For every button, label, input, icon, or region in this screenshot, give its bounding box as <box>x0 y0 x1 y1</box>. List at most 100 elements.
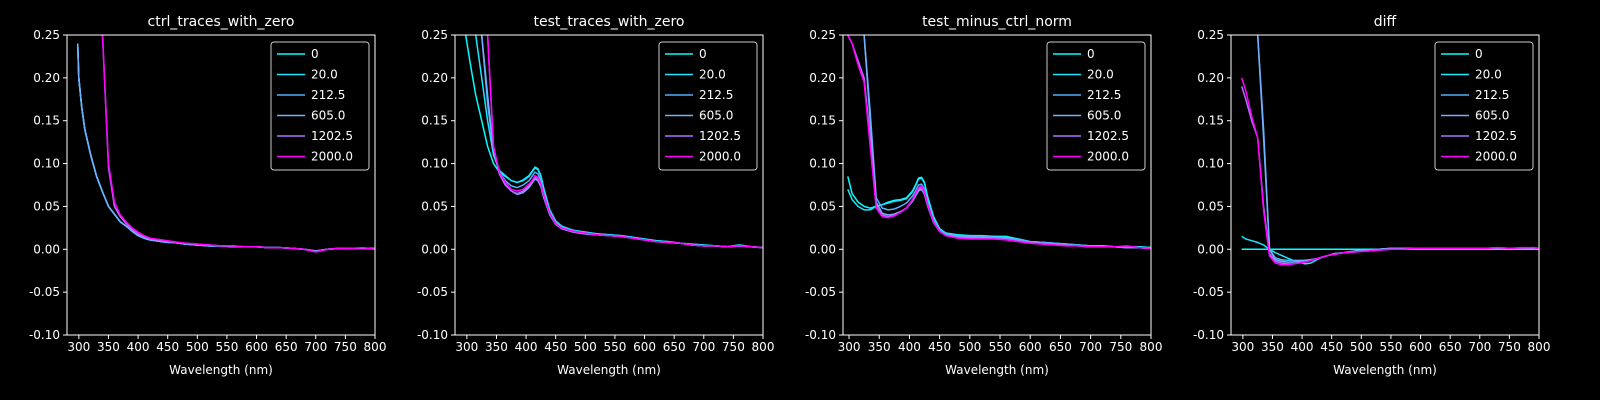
x-tick-label: 500 <box>958 340 981 354</box>
y-tick-label: 0.10 <box>421 157 448 171</box>
chart-panel-2: 300 350 400 450 500 550 600 650 700 750 800 -0.10 -0… <box>417 14 775 377</box>
x-axis-label: Wavelength (nm) <box>169 363 273 377</box>
x-tick-label: 800 <box>1140 340 1163 354</box>
y-tick-label: 0.10 <box>1197 157 1224 171</box>
y-tick-label: -0.10 <box>1193 328 1224 342</box>
y-tick-label: -0.10 <box>417 328 448 342</box>
y-tick-label: 0.15 <box>809 114 836 128</box>
y-tick-label: 0.00 <box>33 242 60 256</box>
y-tick-label: -0.05 <box>1193 285 1224 299</box>
x-tick-label: 800 <box>364 340 387 354</box>
x-tick-label: 650 <box>1049 340 1072 354</box>
legend-label-0: 0 <box>311 47 319 61</box>
series-line-2000.0 <box>486 35 763 249</box>
legend-label-1202.5: 1202.5 <box>699 129 741 143</box>
x-tick-label: 700 <box>1468 340 1491 354</box>
x-tick-label: 700 <box>1079 340 1102 354</box>
y-tick-label: 0.10 <box>33 157 60 171</box>
y-tick-label: 0.25 <box>809 28 836 42</box>
x-tick-label: 600 <box>1019 340 1042 354</box>
chart-panel-1: 300 350 400 450 500 550 600 650 700 750 800 -0.10 -0… <box>29 14 387 377</box>
legend-label-1202.5: 1202.5 <box>311 129 353 143</box>
series-line-20.0 <box>474 35 763 249</box>
legend-label-212.5: 212.5 <box>1087 88 1121 102</box>
chart-title: ctrl_traces_with_zero <box>148 14 295 30</box>
series-group <box>76 35 375 253</box>
y-tick-label: 0.05 <box>421 199 448 213</box>
x-tick-label: 600 <box>1409 340 1432 354</box>
legend-label-605.0: 605.0 <box>311 109 345 123</box>
x-tick-label: 500 <box>574 340 597 354</box>
x-tick-label: 650 <box>275 340 298 354</box>
x-tick-label: 350 <box>1261 340 1284 354</box>
x-tick-label: 600 <box>633 340 656 354</box>
legend-label-2000.0: 2000.0 <box>1087 150 1129 164</box>
x-tick-label: 700 <box>692 340 715 354</box>
x-tick-label: 400 <box>515 340 538 354</box>
axes-frame <box>454 34 764 336</box>
y-tick-label: 0.05 <box>809 199 836 213</box>
x-tick-label: 650 <box>663 340 686 354</box>
x-axis-label: Wavelength (nm) <box>945 363 1049 377</box>
x-axis-label: Wavelength (nm) <box>1333 363 1437 377</box>
y-tick-label: 0.25 <box>421 28 448 42</box>
legend-label-212.5: 212.5 <box>1475 88 1509 102</box>
x-tick-label: 450 <box>156 340 179 354</box>
charts-container: 300 350 400 450 500 550 600 650 700 750 800 -0.10 -0… <box>29 14 1551 377</box>
legend-label-0: 0 <box>1087 47 1095 61</box>
legend-label-2000.0: 2000.0 <box>311 150 353 164</box>
series-group <box>464 35 763 249</box>
legend-label-20.0: 20.0 <box>699 68 726 82</box>
y-tick-label: 0.00 <box>809 242 836 256</box>
x-tick-label: 400 <box>127 340 150 354</box>
x-tick-label: 750 <box>722 340 745 354</box>
x-tick-label: 300 <box>1231 340 1254 354</box>
x-tick-label: 750 <box>1109 340 1132 354</box>
series-line-2000.0 <box>847 35 1151 250</box>
y-tick-label: -0.10 <box>29 328 60 342</box>
series-group <box>1240 35 1539 266</box>
y-tick-label: 0.15 <box>421 114 448 128</box>
legend-label-2000.0: 2000.0 <box>699 150 741 164</box>
series-line-2000.0 <box>101 35 375 253</box>
x-tick-label: 800 <box>752 340 775 354</box>
x-tick-label: 600 <box>245 340 268 354</box>
x-axis-label: Wavelength (nm) <box>557 363 661 377</box>
x-tick-label: 300 <box>67 340 90 354</box>
y-tick-label: 0.15 <box>33 114 60 128</box>
chart-title: test_minus_ctrl_norm <box>922 14 1072 30</box>
x-tick-label: 350 <box>485 340 508 354</box>
y-tick-label: -0.05 <box>417 285 448 299</box>
x-tick-label: 450 <box>1320 340 1343 354</box>
x-tick-label: 300 <box>838 340 861 354</box>
x-tick-label: 800 <box>1528 340 1551 354</box>
y-tick-label: 0.05 <box>1197 199 1224 213</box>
y-tick-label: 0.25 <box>33 28 60 42</box>
legend: 0 20.0 212.5 605.0 1202.5 2000.0 <box>1434 41 1534 171</box>
legend-label-0: 0 <box>1475 47 1483 61</box>
x-tick-label: 350 <box>868 340 891 354</box>
x-tick-label: 300 <box>455 340 478 354</box>
y-tick-label: 0.15 <box>1197 114 1224 128</box>
y-tick-label: -0.05 <box>29 285 60 299</box>
axes-frame <box>1230 34 1540 336</box>
x-tick-label: 500 <box>186 340 209 354</box>
y-tick-label: 0.20 <box>33 71 60 85</box>
series-line-212.5 <box>863 35 1151 250</box>
chart-panel-4: 300 350 400 450 500 550 600 650 700 750 800 -0.10 -0… <box>1193 14 1551 377</box>
chart-title: diff <box>1374 14 1397 30</box>
y-tick-label: 0.20 <box>809 71 836 85</box>
legend-label-212.5: 212.5 <box>699 88 733 102</box>
axes-frame <box>842 34 1152 336</box>
x-tick-label: 750 <box>1498 340 1521 354</box>
legend: 0 20.0 212.5 605.0 1202.5 2000.0 <box>1046 41 1146 171</box>
x-tick-label: 700 <box>304 340 327 354</box>
x-tick-label: 750 <box>334 340 357 354</box>
y-tick-label: -0.05 <box>805 285 836 299</box>
legend-label-20.0: 20.0 <box>1087 68 1114 82</box>
x-tick-label: 650 <box>1439 340 1462 354</box>
x-tick-label: 550 <box>215 340 238 354</box>
series-group <box>847 35 1151 250</box>
y-tick-label: 0.20 <box>1197 71 1224 85</box>
legend: 0 20.0 212.5 605.0 1202.5 2000.0 <box>658 41 758 171</box>
